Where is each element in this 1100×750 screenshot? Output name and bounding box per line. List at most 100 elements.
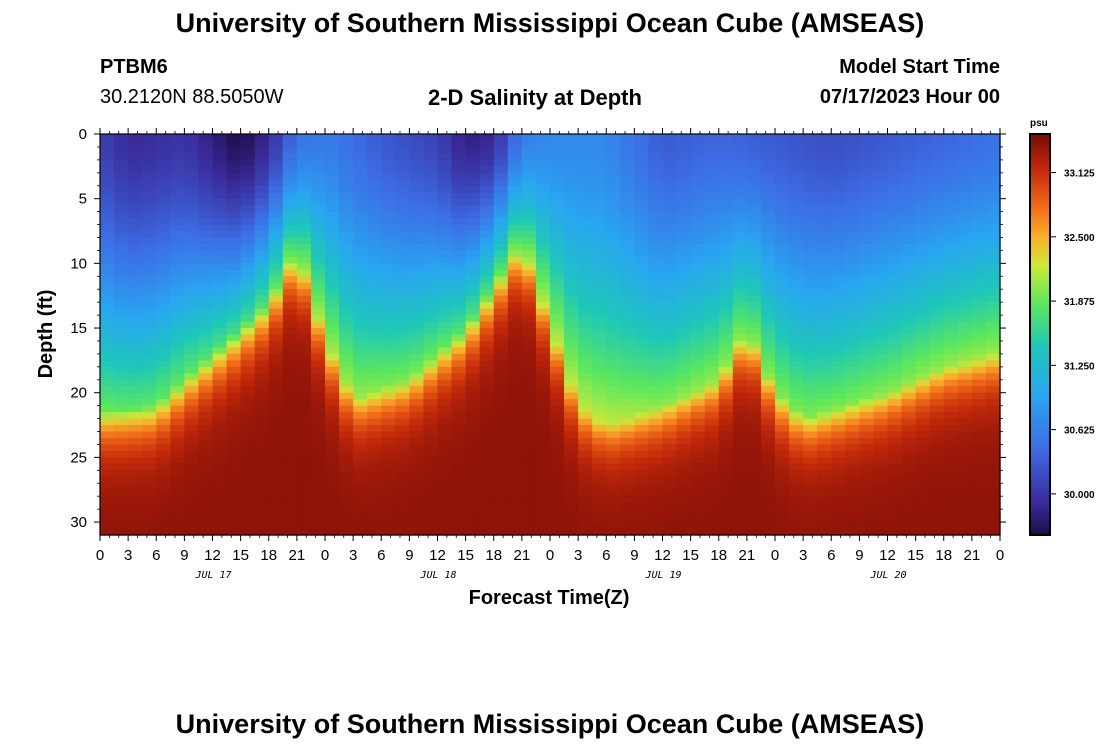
- heatmap-cell: [184, 140, 200, 148]
- heatmap-cell: [606, 321, 621, 329]
- heatmap-cell: [578, 392, 593, 400]
- heatmap-cell: [887, 528, 903, 536]
- heatmap-cell: [676, 282, 692, 290]
- heatmap-cell: [521, 347, 537, 355]
- heatmap-cell: [296, 463, 312, 471]
- heatmap-cell: [620, 256, 635, 264]
- heatmap-cell: [465, 269, 481, 277]
- heatmap-cell: [915, 412, 931, 420]
- heatmap-cell: [409, 476, 425, 484]
- heatmap-cell: [718, 276, 734, 284]
- heatmap-cell: [873, 347, 889, 355]
- heatmap-cell: [507, 328, 523, 336]
- heatmap-cell: [493, 218, 509, 226]
- heatmap-cell: [226, 470, 242, 478]
- heatmap-cell: [620, 237, 635, 245]
- heatmap-cell: [985, 418, 1001, 426]
- heatmap-cell: [578, 179, 593, 187]
- heatmap-cell: [451, 444, 467, 452]
- heatmap-cell: [578, 308, 593, 316]
- heatmap-cell: [451, 153, 467, 161]
- heatmap-cell: [718, 476, 734, 484]
- heatmap-cell: [465, 347, 481, 355]
- heatmap-cell: [296, 185, 312, 193]
- heatmap-cell: [859, 347, 875, 355]
- heatmap-cell: [676, 392, 692, 400]
- heatmap-cell: [564, 134, 579, 142]
- heatmap-cell: [873, 340, 889, 349]
- heatmap-cell: [985, 134, 1001, 142]
- heatmap-cell: [550, 437, 565, 446]
- heatmap-cell: [465, 366, 481, 374]
- heatmap-cell: [367, 256, 382, 264]
- heatmap-cell: [493, 224, 509, 232]
- heatmap-cell: [395, 515, 410, 523]
- heatmap-cell: [817, 431, 832, 439]
- heatmap-cell: [493, 437, 509, 446]
- heatmap-cell: [521, 405, 537, 413]
- heatmap-cell: [901, 192, 917, 200]
- heatmap-cell: [620, 360, 635, 368]
- heatmap-cell: [817, 444, 832, 452]
- heatmap-cell: [465, 405, 481, 413]
- heatmap-cell: [746, 399, 762, 407]
- heatmap-cell: [775, 224, 790, 232]
- heatmap-cell: [381, 282, 396, 290]
- heatmap-cell: [550, 269, 565, 277]
- heatmap-cell: [648, 166, 664, 174]
- heatmap-cell: [465, 392, 481, 400]
- heatmap-cell: [550, 179, 565, 187]
- heatmap-cell: [634, 140, 650, 148]
- heatmap-cell: [493, 328, 509, 336]
- heatmap-cell: [704, 205, 720, 213]
- heatmap-cell: [929, 224, 945, 232]
- heatmap-cell: [817, 515, 832, 523]
- heatmap-cell: [578, 224, 593, 232]
- heatmap-cell: [592, 185, 607, 193]
- heatmap-cell: [803, 289, 818, 297]
- heatmap-cell: [507, 140, 523, 148]
- heatmap-cell: [268, 321, 284, 329]
- heatmap-cell: [648, 243, 664, 252]
- heatmap-cell: [676, 308, 692, 316]
- heatmap-cell: [100, 308, 115, 316]
- heatmap-cell: [240, 166, 256, 174]
- heatmap-cell: [142, 353, 157, 361]
- heatmap-cell: [521, 392, 537, 400]
- heatmap-cell: [760, 159, 776, 167]
- heatmap-cell: [465, 211, 481, 219]
- heatmap-cell: [592, 276, 607, 284]
- heatmap-cell: [760, 250, 776, 258]
- heatmap-cell: [142, 159, 157, 167]
- heatmap-cell: [114, 399, 129, 407]
- heatmap-cell: [353, 366, 368, 374]
- model-start-label: Model Start Time: [839, 56, 1000, 78]
- heatmap-cell: [296, 450, 312, 458]
- heatmap-cell: [564, 379, 579, 387]
- heatmap-cell: [184, 282, 200, 290]
- heatmap-cell: [915, 489, 931, 497]
- heatmap-cell: [971, 379, 987, 387]
- heatmap-cell: [859, 263, 875, 271]
- heatmap-cell: [465, 263, 481, 271]
- heatmap-cell: [662, 502, 678, 510]
- heatmap-cell: [915, 392, 931, 400]
- heatmap-cell: [648, 463, 664, 471]
- heatmap-cell: [198, 302, 214, 310]
- heatmap-cell: [704, 328, 720, 336]
- heatmap-cell: [268, 405, 284, 413]
- heatmap-cell: [226, 347, 242, 355]
- heatmap-cell: [943, 476, 959, 484]
- heatmap-cell: [578, 140, 593, 148]
- heatmap-cell: [831, 483, 846, 491]
- heatmap-cell: [353, 502, 368, 510]
- heatmap-cell: [957, 457, 973, 465]
- heatmap-cell: [325, 140, 340, 148]
- heatmap-cell: [198, 496, 214, 504]
- heatmap-cell: [296, 282, 312, 290]
- heatmap-cell: [423, 392, 439, 400]
- heatmap-cell: [550, 431, 565, 439]
- heatmap-cell: [226, 198, 242, 206]
- heatmap-cell: [831, 289, 846, 297]
- heatmap-cell: [718, 289, 734, 297]
